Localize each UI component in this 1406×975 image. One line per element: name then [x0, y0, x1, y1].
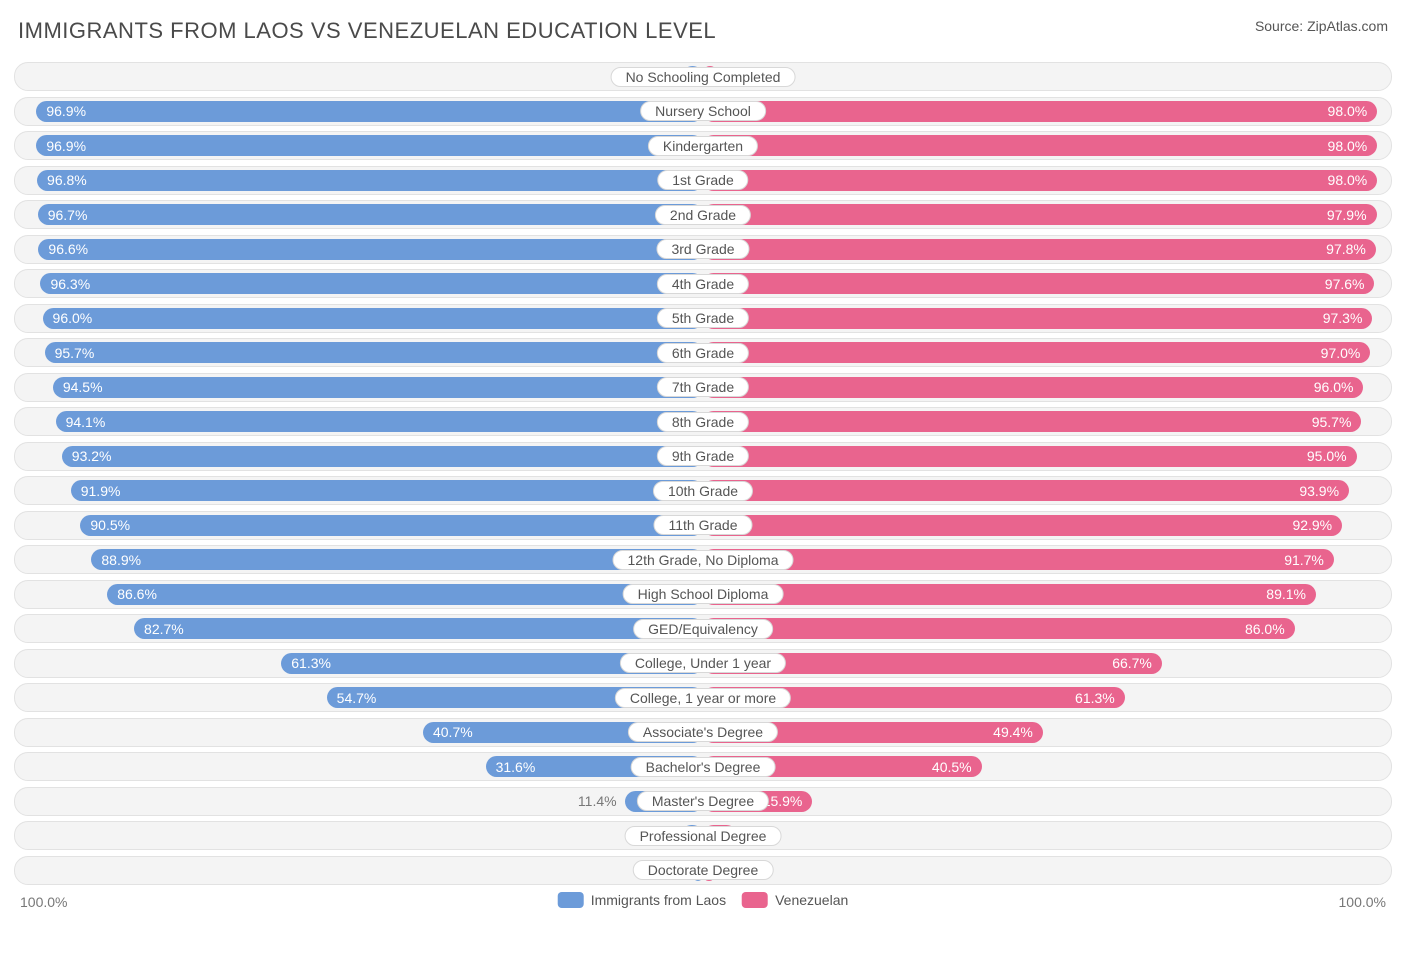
chart-row: 82.7%86.0%GED/Equivalency [14, 614, 1392, 643]
bar-right [703, 480, 1349, 501]
chart-row: 96.6%97.8%3rd Grade [14, 235, 1392, 264]
bar-left [53, 377, 703, 398]
bar-left [107, 584, 703, 605]
chart-row: 31.6%40.5%Bachelor's Degree [14, 752, 1392, 781]
chart-row: 96.9%98.0%Nursery School [14, 97, 1392, 126]
chart-header: IMMIGRANTS FROM LAOS VS VENEZUELAN EDUCA… [14, 18, 1392, 44]
bar-right [703, 308, 1372, 329]
row-category-label: 5th Grade [657, 308, 749, 328]
chart-row: 94.5%96.0%7th Grade [14, 373, 1392, 402]
bar-right [703, 584, 1316, 605]
row-category-label: 4th Grade [657, 274, 749, 294]
bar-right [703, 549, 1334, 570]
legend-item-right: Venezuelan [742, 892, 848, 908]
legend-label-right: Venezuelan [775, 892, 848, 908]
row-category-label: College, 1 year or more [615, 688, 791, 708]
chart-row: 96.9%98.0%Kindergarten [14, 131, 1392, 160]
chart-row: 61.3%66.7%College, Under 1 year [14, 649, 1392, 678]
chart-footer: 100.0% Immigrants from Laos Venezuelan 1… [14, 890, 1392, 920]
bar-left [36, 135, 703, 156]
chart-row: 94.1%95.7%8th Grade [14, 407, 1392, 436]
chart-row: 96.8%98.0%1st Grade [14, 166, 1392, 195]
row-category-label: Doctorate Degree [633, 860, 774, 880]
bar-left-value: 11.4% [578, 793, 617, 809]
bar-left [62, 446, 703, 467]
bar-left [56, 411, 703, 432]
bar-left [38, 239, 703, 260]
chart-row: 91.9%93.9%10th Grade [14, 476, 1392, 505]
bar-right [703, 239, 1376, 260]
bar-left [38, 204, 703, 225]
row-category-label: Nursery School [640, 101, 766, 121]
bar-right [703, 618, 1295, 639]
row-category-label: 11th Grade [653, 515, 752, 535]
bar-left [134, 618, 703, 639]
chart-row: 3.1%2.0%No Schooling Completed [14, 62, 1392, 91]
row-category-label: 8th Grade [657, 412, 749, 432]
chart-row: 11.4%15.9%Master's Degree [14, 787, 1392, 816]
legend-label-left: Immigrants from Laos [591, 892, 726, 908]
row-category-label: 6th Grade [657, 343, 749, 363]
bar-left [80, 515, 703, 536]
chart-row: 1.4%1.7%Doctorate Degree [14, 856, 1392, 885]
chart-row: 93.2%95.0%9th Grade [14, 442, 1392, 471]
row-category-label: 2nd Grade [655, 205, 751, 225]
bar-left [45, 342, 703, 363]
legend-item-left: Immigrants from Laos [558, 892, 726, 908]
bar-right [703, 170, 1377, 191]
legend-swatch-right [742, 892, 768, 908]
chart-row: 95.7%97.0%6th Grade [14, 338, 1392, 367]
chart-row: 3.2%4.9%Professional Degree [14, 821, 1392, 850]
row-category-label: High School Diploma [623, 584, 784, 604]
row-category-label: College, Under 1 year [620, 653, 786, 673]
bar-left [36, 101, 703, 122]
bar-left [91, 549, 703, 570]
bar-right [703, 377, 1363, 398]
bar-right [703, 273, 1374, 294]
axis-max-right: 100.0% [1339, 894, 1386, 910]
bar-left [37, 170, 703, 191]
bar-left [40, 273, 703, 294]
legend-swatch-left [558, 892, 584, 908]
row-category-label: Bachelor's Degree [631, 757, 776, 777]
row-category-label: GED/Equivalency [633, 619, 773, 639]
axis-max-left: 100.0% [20, 894, 67, 910]
bar-right [703, 101, 1377, 122]
bar-left [71, 480, 703, 501]
row-category-label: 1st Grade [657, 170, 748, 190]
bar-right [703, 204, 1377, 225]
chart-source: Source: ZipAtlas.com [1255, 18, 1388, 34]
bar-right [703, 411, 1361, 432]
row-category-label: 12th Grade, No Diploma [613, 550, 794, 570]
row-category-label: Kindergarten [648, 136, 758, 156]
chart-row: 96.7%97.9%2nd Grade [14, 200, 1392, 229]
bar-right [703, 515, 1342, 536]
row-category-label: Master's Degree [637, 791, 769, 811]
chart-row: 88.9%91.7%12th Grade, No Diploma [14, 545, 1392, 574]
chart-row: 96.3%97.6%4th Grade [14, 269, 1392, 298]
chart-row: 90.5%92.9%11th Grade [14, 511, 1392, 540]
bar-left [43, 308, 703, 329]
chart-legend: Immigrants from Laos Venezuelan [558, 892, 849, 908]
chart-title: IMMIGRANTS FROM LAOS VS VENEZUELAN EDUCA… [18, 18, 716, 44]
diverging-bar-chart: 3.1%2.0%No Schooling Completed 96.9%98.0%… [14, 62, 1392, 885]
chart-row: 96.0%97.3%5th Grade [14, 304, 1392, 333]
bar-right [703, 446, 1357, 467]
row-category-label: 7th Grade [657, 377, 749, 397]
chart-row: 86.6%89.1%High School Diploma [14, 580, 1392, 609]
row-category-label: 9th Grade [657, 446, 749, 466]
row-category-label: 3rd Grade [656, 239, 749, 259]
row-category-label: 10th Grade [653, 481, 753, 501]
source-name: ZipAtlas.com [1307, 18, 1388, 34]
row-category-label: Associate's Degree [628, 722, 778, 742]
source-prefix: Source: [1255, 18, 1307, 34]
chart-row: 40.7%49.4%Associate's Degree [14, 718, 1392, 747]
row-category-label: No Schooling Completed [611, 67, 796, 87]
bar-right [703, 342, 1370, 363]
bar-right [703, 135, 1377, 156]
chart-row: 54.7%61.3%College, 1 year or more [14, 683, 1392, 712]
row-category-label: Professional Degree [625, 826, 782, 846]
